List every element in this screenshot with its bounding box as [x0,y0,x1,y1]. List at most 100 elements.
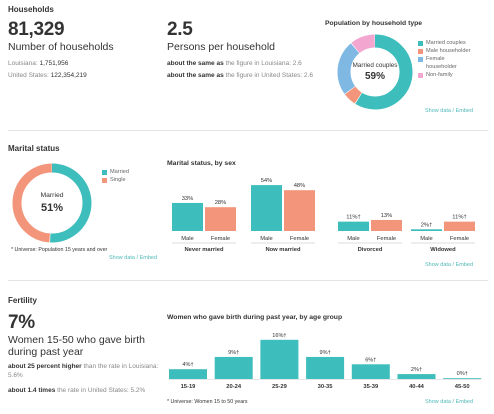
household-type-donut: Married couples 59% [337,34,413,110]
legend-label: Male householder [426,48,471,54]
legend-label: Married [110,169,129,175]
comparison-rest: than the rate in Louisiana: 5.6% [8,363,159,379]
legend-item-female-householder: Female householder [418,55,490,71]
fertility-comparison-louisiana: about 25 percent higher than the rate in… [8,362,160,380]
persons-comparison-us: about the same as the figure in United S… [167,72,313,79]
comparison-lead: about 25 percent higher [8,363,82,370]
comparison-value: 122,354,219 [50,72,87,79]
legend-label: Single [110,177,126,183]
marital-center-value: 51% [41,202,63,214]
household-type-slices [337,34,413,110]
swatch-icon [418,56,423,62]
bar-age-15-19 [169,369,207,379]
fertility-universe-note: * Universe: Women 15 to 50 years [167,399,248,405]
swatch-icon [102,169,107,175]
category-label: Never married [185,247,224,253]
household-type-center-label: Married couples [353,62,398,69]
comparison-lead: about 1.4 times [8,387,56,394]
swatch-icon [418,72,423,78]
fertility-section-title: Fertility [8,296,37,305]
bar-female-never-married [205,207,236,231]
legend-item-married-couples: Married couples [418,39,490,47]
bar-value-label: 11%† [346,215,360,221]
bar-sex-label: Male [260,236,273,242]
bar-sex-label: Female [290,236,309,242]
category-label: Widowed [430,247,456,253]
swatch-icon [102,177,107,183]
bar-value-label: 6%† [365,357,376,363]
bar-value-label: 11%† [452,215,466,221]
category-label: Now married [265,247,301,253]
legend-item-male-householder: Male householder [418,47,490,55]
bar-value-label: 28% [215,200,227,206]
swatch-icon [418,48,423,54]
bar-value-label: 4%† [182,362,193,368]
household-type-show-data-link[interactable]: Show data / Embed [425,108,474,114]
bar-age-40-44 [397,374,436,379]
category-label: 45-50 [455,384,470,390]
bar-value-label: 54% [261,178,273,184]
marital-donut: Married 51% [12,163,92,243]
legend-label: Non-family [426,72,453,78]
bar-value-label: 48% [294,183,306,189]
household-type-title: Population by household type [325,20,423,27]
legend-item-single: Single [102,176,129,184]
bar-sex-label: Female [450,236,469,242]
bar-value-label: 16%† [272,333,286,339]
comparison-label: Louisiana: [8,60,38,67]
bar-age-20-24 [214,356,253,379]
bar-sex-label: Male [181,236,194,242]
marital-universe-note: * Universe: Population 15 years and over [11,247,108,253]
bar-sex-label: Female [377,236,396,242]
bar-sex-label: Male [420,236,433,242]
comparison-rest: the figure in Louisiana: 2.6 [223,60,302,67]
marital-by-sex-title: Marital status, by sex [167,160,236,167]
marital-section-title: Marital status [8,144,60,153]
bar-male-widowed [411,229,442,231]
fertility-comparison-us: about 1.4 times the rate in United State… [8,386,160,395]
bar-value-label: 13% [381,213,393,219]
bar-female-divorced [371,219,402,231]
bar-value-label: 2%† [411,367,422,373]
legend-label: Married couples [426,40,466,46]
marital-legend: Married Single [102,168,129,184]
bar-sex-label: Male [347,236,360,242]
bar-sex-label: Female [211,236,230,242]
marital-by-sex-chart: 33% Male 28% Female Never married 54% Male 48% F… [172,178,475,253]
category-label: 20-24 [226,384,242,390]
marital-show-data-link[interactable]: Show data / Embed [109,255,158,261]
households-count-value: 81,329 [8,19,65,40]
bar-age-35-39 [351,364,390,379]
bar-age-45-50 [443,378,482,379]
donut-slice-married [12,163,92,243]
legend-item-married: Married [102,168,129,176]
marital-by-sex-show-data-link[interactable]: Show data / Embed [425,262,474,268]
bar-age-30-35 [306,356,345,379]
bar-female-now-married [284,190,315,231]
category-label: 35-39 [363,384,379,390]
comparison-rest: the rate in United States: 5.2% [55,387,146,394]
bar-value-label: 9%† [319,350,330,356]
persons-comparison-louisiana: about the same as the figure in Louisian… [167,60,302,67]
section-divider [8,130,488,131]
marital-slices [12,163,92,243]
donut-slice-married-couples [337,34,413,110]
category-label: 40-44 [409,384,425,390]
bar-value-label: 9%† [228,350,239,356]
legend-item-non-family: Non-family [418,71,490,79]
fertility-label: Women 15-50 who gave birth during past y… [8,334,145,358]
bar-value-label: 2%† [421,222,433,228]
category-label: Divorced [358,247,383,253]
comparison-label: United States: [8,72,49,79]
bar-value-label: 33% [182,196,194,202]
fertility-value: 7% [8,312,35,333]
bar-female-widowed [444,221,475,231]
marital-center-label: Married [40,192,63,199]
households-count-us: United States: 122,354,219 [8,72,87,79]
donut-slice-female-householder [337,34,413,110]
persons-per-household-label: Persons per household [167,41,275,53]
comparison-lead: about the same as [167,60,224,67]
legend-label: Female householder [426,56,457,70]
fertility-show-data-link[interactable]: Show data / Embed [425,399,474,405]
category-label: 25-29 [272,384,288,390]
